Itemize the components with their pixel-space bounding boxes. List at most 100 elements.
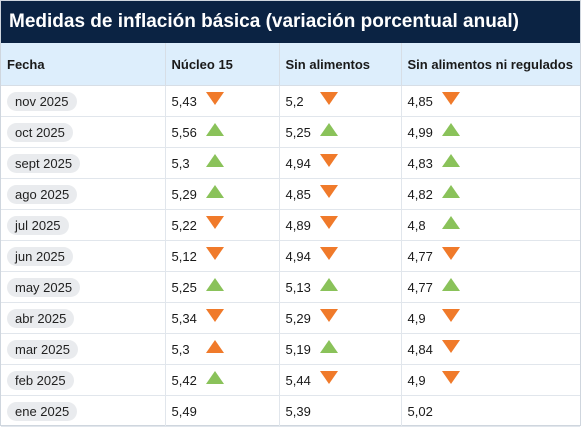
nucleo-15-cell: 5,3 <box>165 147 280 179</box>
table-row: nov 2025 5,43 5,2 4,85 <box>1 85 580 117</box>
sin-alimentos-cell: 5,39 <box>279 395 402 427</box>
nucleo-15-cell: 5,29 <box>165 178 280 210</box>
triangle-up-icon <box>441 215 460 229</box>
table-row: may 2025 5,25 5,13 4,77 <box>1 271 580 303</box>
triangle-down-icon <box>441 308 460 322</box>
table-row: mar 2025 5,3 5,19 4,84 <box>1 333 580 365</box>
table-row: jun 2025 5,12 4,94 4,77 <box>1 240 580 272</box>
sin-alimentos-value: 4,89 <box>285 217 311 233</box>
nucleo-15-cell: 5,56 <box>165 116 280 148</box>
sin-alimentos-ni-regulados-cell: 4,99 <box>401 116 580 148</box>
triangle-up-icon <box>205 153 224 167</box>
nucleo-15-cell: 5,34 <box>165 302 280 334</box>
table-row: abr 2025 5,34 5,29 4,9 <box>1 302 580 334</box>
sin-alimentos-ni-regulados-cell: 4,82 <box>401 178 580 210</box>
nucleo-15-value: 5,49 <box>171 403 197 419</box>
sin-alimentos-ni-regulados-value: 4,99 <box>407 124 433 140</box>
sin-alimentos-ni-regulados-value: 4,85 <box>407 93 433 109</box>
sin-alimentos-ni-regulados-value: 4,9 <box>407 372 426 388</box>
nucleo-15-cell: 5,49 <box>165 395 280 427</box>
date-pill: sept 2025 <box>7 153 81 173</box>
triangle-down-icon <box>205 91 224 105</box>
triangle-down-icon <box>441 339 460 353</box>
table-row: ene 2025 5,49 5,39 5,02 <box>1 395 580 427</box>
header-fecha: Fecha <box>1 43 166 86</box>
nucleo-15-cell: 5,22 <box>165 209 280 241</box>
triangle-up-icon <box>319 339 338 353</box>
sin-alimentos-cell: 5,13 <box>279 271 402 303</box>
date-pill: feb 2025 <box>7 370 74 390</box>
triangle-down-icon <box>319 215 338 229</box>
fecha-cell: ene 2025 <box>1 395 166 427</box>
header-sin-alimentos-ni-regulados: Sin alimentos ni regulados <box>401 43 580 86</box>
date-pill: abr 2025 <box>7 308 75 328</box>
table-title: Medidas de inflación básica (variación p… <box>1 1 580 43</box>
date-pill: oct 2025 <box>7 122 73 142</box>
sin-alimentos-cell: 5,44 <box>279 364 402 396</box>
triangle-up-icon <box>205 122 224 136</box>
nucleo-15-value: 5,12 <box>171 248 197 264</box>
table-row: feb 2025 5,42 5,44 4,9 <box>1 364 580 396</box>
triangle-up-icon <box>441 122 460 136</box>
sin-alimentos-cell: 5,25 <box>279 116 402 148</box>
sin-alimentos-cell: 4,94 <box>279 147 402 179</box>
nucleo-15-cell: 5,43 <box>165 85 280 117</box>
sin-alimentos-value: 5,29 <box>285 310 311 326</box>
triangle-up-icon <box>319 122 338 136</box>
triangle-down-icon <box>319 370 338 384</box>
nucleo-15-value: 5,34 <box>171 310 197 326</box>
triangle-down-icon <box>319 184 338 198</box>
date-pill: ago 2025 <box>7 184 78 204</box>
date-pill: nov 2025 <box>7 91 77 111</box>
triangle-down-icon <box>205 308 224 322</box>
sin-alimentos-ni-regulados-cell: 4,77 <box>401 240 580 272</box>
triangle-down-icon <box>441 91 460 105</box>
date-pill: jun 2025 <box>7 246 73 266</box>
fecha-cell: abr 2025 <box>1 302 166 334</box>
sin-alimentos-ni-regulados-cell: 4,84 <box>401 333 580 365</box>
date-pill: may 2025 <box>7 277 81 297</box>
nucleo-15-cell: 5,25 <box>165 271 280 303</box>
sin-alimentos-ni-regulados-cell: 4,85 <box>401 85 580 117</box>
table-row: ago 2025 5,29 4,85 4,82 <box>1 178 580 210</box>
fecha-cell: ago 2025 <box>1 178 166 210</box>
sin-alimentos-ni-regulados-cell: 4,83 <box>401 147 580 179</box>
triangle-down-icon <box>441 246 460 260</box>
nucleo-15-value: 5,56 <box>171 124 197 140</box>
sin-alimentos-value: 4,94 <box>285 155 311 171</box>
sin-alimentos-value: 5,13 <box>285 279 311 295</box>
fecha-cell: may 2025 <box>1 271 166 303</box>
sin-alimentos-cell: 5,29 <box>279 302 402 334</box>
fecha-cell: feb 2025 <box>1 364 166 396</box>
date-pill: ene 2025 <box>7 401 78 421</box>
table-row: sept 2025 5,3 4,94 4,83 <box>1 147 580 179</box>
sin-alimentos-ni-regulados-value: 4,9 <box>407 310 426 326</box>
header-nucleo-15: Núcleo 15 <box>165 43 280 86</box>
fecha-cell: jun 2025 <box>1 240 166 272</box>
sin-alimentos-ni-regulados-cell: 4,8 <box>401 209 580 241</box>
sin-alimentos-ni-regulados-cell: 5,02 <box>401 395 580 427</box>
triangle-down-icon <box>319 308 338 322</box>
triangle-up-icon <box>441 277 460 291</box>
sin-alimentos-cell: 4,85 <box>279 178 402 210</box>
triangle-down-icon <box>319 91 338 105</box>
triangle-up-icon <box>441 184 460 198</box>
sin-alimentos-value: 5,19 <box>285 341 311 357</box>
sin-alimentos-ni-regulados-value: 5,02 <box>407 403 433 419</box>
fecha-cell: sept 2025 <box>1 147 166 179</box>
sin-alimentos-value: 5,44 <box>285 372 311 388</box>
triangle-down-icon <box>205 246 224 260</box>
nucleo-15-value: 5,25 <box>171 279 197 295</box>
sin-alimentos-ni-regulados-cell: 4,77 <box>401 271 580 303</box>
table-row: jul 2025 5,22 4,89 4,8 <box>1 209 580 241</box>
sin-alimentos-value: 5,25 <box>285 124 311 140</box>
sin-alimentos-value: 4,85 <box>285 186 311 202</box>
table-row: oct 2025 5,56 5,25 4,99 <box>1 116 580 148</box>
date-pill: mar 2025 <box>7 339 78 359</box>
sin-alimentos-ni-regulados-value: 4,8 <box>407 217 426 233</box>
sin-alimentos-ni-regulados-value: 4,82 <box>407 186 433 202</box>
sin-alimentos-ni-regulados-value: 4,84 <box>407 341 433 357</box>
triangle-down-icon <box>319 153 338 167</box>
header-sin-alimentos: Sin alimentos <box>279 43 402 86</box>
